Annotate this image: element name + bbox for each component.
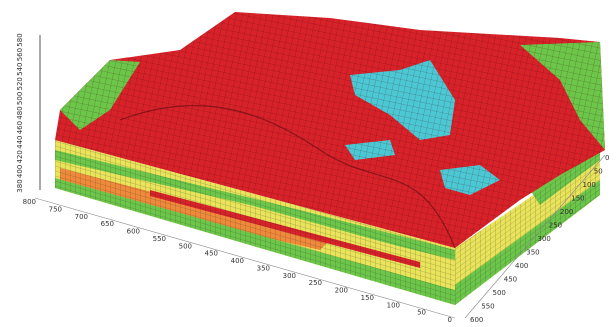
front-tick-label: 200 <box>335 287 348 295</box>
front-tick-label: 800 <box>23 198 36 206</box>
right-tick-label: 100 <box>583 181 596 189</box>
front-tick-label: 300 <box>283 272 296 280</box>
front-tick-label: 450 <box>205 250 218 258</box>
vertical-tick-label: 540 <box>16 63 24 76</box>
right-tick-label: 50 <box>594 168 603 176</box>
right-tick-label: 150 <box>571 195 584 203</box>
right-tick-label: 300 <box>538 235 551 243</box>
front-tick-label: 350 <box>257 264 270 272</box>
right-tick-label: 250 <box>549 222 562 230</box>
vertical-tick-label: 560 <box>16 48 24 61</box>
vertical-tick-label: 380 <box>16 179 24 192</box>
right-tick-label: 350 <box>526 249 539 257</box>
vertical-tick-label: 400 <box>16 165 24 178</box>
vertical-tick-label: 580 <box>16 33 24 46</box>
vertical-tick-label: 500 <box>16 92 24 105</box>
front-tick-label: 550 <box>153 235 166 243</box>
front-tick-label: 700 <box>75 213 88 221</box>
front-tick-label: 500 <box>179 242 192 250</box>
front-tick-label: 650 <box>101 220 114 228</box>
vertical-tick-label: 420 <box>16 150 24 163</box>
vertical-tick-label: 460 <box>16 121 24 134</box>
vertical-tick-label: 440 <box>16 136 24 149</box>
vertical-tick-label: 480 <box>16 106 24 119</box>
right-tick-label: 600 <box>470 316 483 324</box>
front-tick-label: 50 <box>417 309 426 317</box>
front-tick-label: 400 <box>231 257 244 265</box>
right-tick-label: 450 <box>504 276 517 284</box>
front-tick-label: 250 <box>309 279 322 287</box>
voxel-model-view: 5805605405205004804604404204003808007507… <box>0 0 616 327</box>
front-tick-label: 600 <box>127 228 140 236</box>
right-tick-label: 0 <box>605 154 609 162</box>
front-tick-label: 0 <box>448 316 452 324</box>
page: 5805605405205004804604404204003808007507… <box>0 0 616 327</box>
front-tick-label: 750 <box>49 205 62 213</box>
front-tick-label: 150 <box>361 294 374 302</box>
vertical-tick-label: 520 <box>16 77 24 90</box>
right-tick-label: 400 <box>515 262 528 270</box>
right-tick-label: 550 <box>481 303 494 311</box>
right-tick-label: 200 <box>560 208 573 216</box>
front-tick-label: 100 <box>387 301 400 309</box>
right-tick-label: 500 <box>493 289 506 297</box>
